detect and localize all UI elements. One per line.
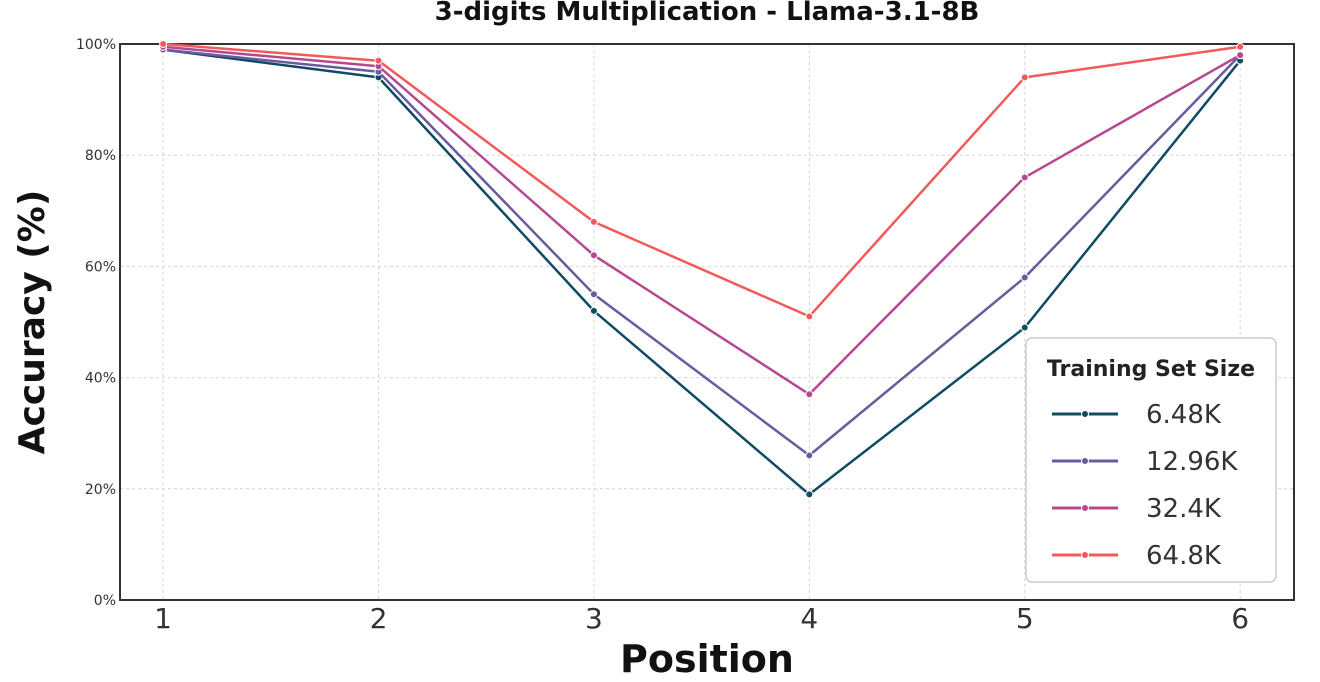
y-tick-label: 60% [85,259,116,275]
y-tick-label: 80% [85,148,116,164]
y-tick-label: 0% [94,593,116,609]
x-tick-label: 3 [585,602,603,635]
legend-marker [1081,410,1089,418]
legend: Training Set Size 6.48K 12.96K 32.4K 64.8K [1025,337,1277,583]
legend-items: 6.48K 12.96K 32.4K 64.8K [1052,400,1238,571]
data-point [805,390,814,399]
data-point [805,312,814,321]
data-point [159,40,168,48]
data-point [1020,73,1029,82]
y-tick-label: 20% [85,482,116,498]
legend-title: Training Set Size [1047,357,1255,382]
data-point [1236,42,1245,51]
legend-marker [1081,504,1089,512]
x-ticks: 1 2 3 4 5 6 [154,602,1249,635]
x-tick-label: 2 [370,602,388,635]
legend-box [1025,337,1277,583]
x-tick-label: 1 [154,602,172,635]
data-point [589,217,598,226]
data-point [1236,51,1245,60]
series-line [162,48,1242,496]
data-point [589,290,598,299]
x-axis-label: Position [620,637,794,681]
legend-label: 12.96K [1146,447,1238,477]
x-tick-label: 5 [1016,602,1034,635]
legend-label: 6.48K [1146,400,1222,430]
data-point [805,490,814,499]
legend-label: 32.4K [1146,494,1222,524]
series-32-4k [159,42,1245,399]
plot-frame [119,43,1295,601]
data-point [805,451,814,460]
series-line [162,45,1241,396]
data-point [589,306,598,315]
y-tick-label: 100% [76,37,116,53]
legend-marker [1081,457,1089,465]
data-point [374,56,383,65]
series-line [162,48,1241,457]
data-point [1020,173,1029,182]
y-ticks: 0% 20% 40% 60% 80% 100% [76,37,116,609]
legend-item: 64.8K [1052,541,1222,571]
x-tick-label: 4 [800,602,818,635]
y-axis-label: Accuracy (%) [12,190,53,455]
x-tick-label: 6 [1231,602,1249,635]
series-line [163,42,1241,318]
data-point [589,251,598,260]
legend-marker [1081,551,1089,559]
legend-item: 12.96K [1052,447,1238,477]
legend-item: 32.4K [1052,494,1222,524]
legend-label: 64.8K [1146,541,1222,571]
data-point [1020,323,1029,332]
series-64-8k [159,40,1245,321]
chart-title: 3-digits Multiplication - Llama-3.1-8B [435,0,980,27]
y-tick-label: 40% [85,371,116,387]
series [159,40,1245,499]
legend-item: 6.48K [1052,400,1222,430]
data-point [1020,273,1029,282]
